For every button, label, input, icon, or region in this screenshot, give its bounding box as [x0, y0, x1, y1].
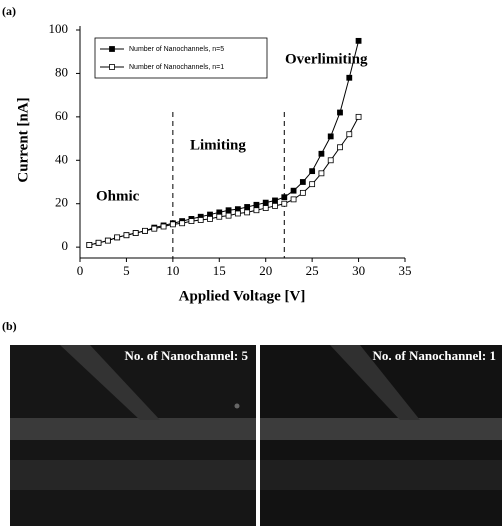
point [262, 205, 269, 211]
point [337, 144, 343, 151]
y-tick-label: 60 [55, 108, 68, 123]
image-caption: No. of Nanochannel: 1 [372, 348, 496, 363]
x-tick-label: 15 [213, 263, 226, 278]
point [253, 207, 260, 214]
point [346, 131, 353, 138]
x-tick-label: 30 [352, 263, 365, 278]
x-tick-label: 0 [77, 263, 84, 278]
y-tick-label: 40 [55, 151, 68, 166]
point [225, 207, 232, 214]
point [281, 200, 288, 207]
point [151, 225, 158, 232]
point [355, 113, 362, 120]
point [355, 37, 362, 44]
point [179, 220, 186, 227]
image-right [260, 345, 502, 526]
point [318, 150, 325, 157]
series-line [89, 116, 360, 246]
point [272, 197, 278, 204]
point [169, 221, 176, 228]
point [160, 223, 167, 230]
x-tick-label: 20 [259, 263, 272, 278]
x-tick-label: 25 [306, 263, 319, 278]
legend-marker [109, 46, 115, 52]
point [346, 74, 353, 81]
x-tick-label: 35 [399, 263, 412, 278]
point [262, 199, 269, 206]
point [234, 210, 241, 217]
point [225, 212, 232, 219]
point [327, 157, 334, 164]
legend-label: Number of Nanochannels, n=5 [129, 46, 224, 53]
point [272, 202, 278, 209]
point [337, 109, 343, 116]
annotation: Overlimiting [285, 51, 368, 67]
point [290, 196, 297, 203]
point [216, 213, 223, 220]
y-tick-label: 100 [49, 21, 69, 36]
y-tick-label: 20 [55, 195, 68, 210]
point [327, 133, 334, 140]
y-tick-label: 80 [55, 64, 68, 79]
point [95, 239, 102, 246]
point [132, 230, 139, 236]
legend-box [94, 37, 268, 79]
x-tick-label: 5 [123, 263, 130, 278]
point [290, 187, 297, 194]
point [281, 194, 288, 201]
panel-label: (a) [2, 4, 16, 18]
point [318, 170, 325, 177]
image-left [10, 345, 256, 526]
point [207, 216, 213, 222]
point [299, 189, 306, 196]
point [244, 209, 251, 216]
point [244, 204, 251, 210]
point [114, 234, 121, 241]
annotation: Ohmic [96, 188, 140, 204]
legend-label: Number of Nanochannels, n=1 [129, 64, 224, 71]
point [123, 232, 130, 239]
x-tick-label: 10 [166, 263, 179, 278]
y-tick-label: 0 [62, 238, 69, 253]
point [197, 217, 204, 223]
image-caption: No. of Nanochannel: 5 [124, 348, 248, 363]
y-axis-label: Current [nA] [15, 97, 31, 182]
point [309, 168, 316, 175]
legend-marker [109, 64, 115, 70]
point [309, 181, 316, 188]
point [86, 242, 93, 248]
point [253, 201, 260, 208]
annotation: Limiting [190, 137, 246, 153]
point [299, 179, 306, 185]
point [104, 237, 111, 244]
point [188, 218, 195, 224]
point [142, 227, 148, 234]
panel-label: (b) [2, 319, 17, 333]
x-axis-label: Applied Voltage [V] [179, 288, 306, 304]
